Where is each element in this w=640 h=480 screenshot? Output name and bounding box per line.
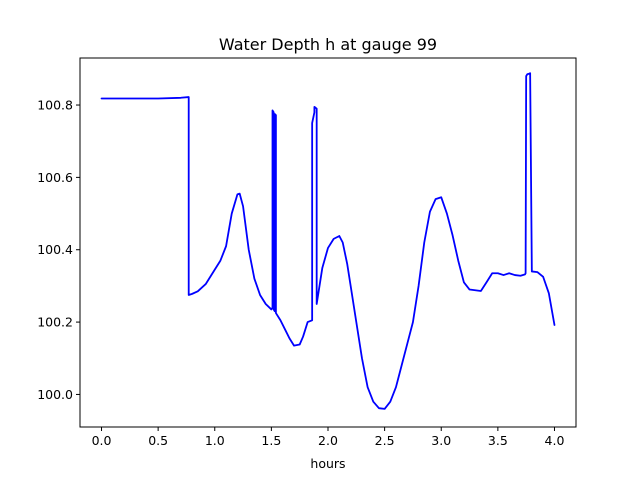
y-axis-ticks: 100.0 100.2 100.4 100.6 100.8 xyxy=(37,98,80,402)
x-tick-label: 3.5 xyxy=(488,433,508,448)
y-tick-label: 100.6 xyxy=(37,170,73,185)
y-tick-label: 100.2 xyxy=(37,315,73,330)
x-tick-label: 2.5 xyxy=(375,433,395,448)
x-tick-label: 1.5 xyxy=(261,433,281,448)
chart-title: Water Depth h at gauge 99 xyxy=(219,35,437,54)
x-axis-ticks: 0.0 0.5 1.0 1.5 2.0 2.5 3.0 3.5 4.0 xyxy=(92,427,565,448)
x-tick-label: 0.5 xyxy=(148,433,168,448)
x-tick-label: 2.0 xyxy=(318,433,338,448)
plot-area: 0.0 0.5 1.0 1.5 2.0 2.5 3.0 3.5 4.0 100.0100.210… xyxy=(37,57,577,448)
y-tick-label: 100.8 xyxy=(37,98,73,113)
x-tick-label: 3.0 xyxy=(431,433,451,448)
x-axis-label: hours xyxy=(310,456,345,471)
x-tick-label: 1.0 xyxy=(205,433,225,448)
x-tick-label: 0.0 xyxy=(92,433,112,448)
series-layer xyxy=(100,72,556,410)
x-tick-label: 4.0 xyxy=(545,433,565,448)
y-tick-label: 100.0 xyxy=(37,387,73,402)
series-line-0 xyxy=(100,72,556,410)
y-tick-label: 100.4 xyxy=(37,242,73,257)
